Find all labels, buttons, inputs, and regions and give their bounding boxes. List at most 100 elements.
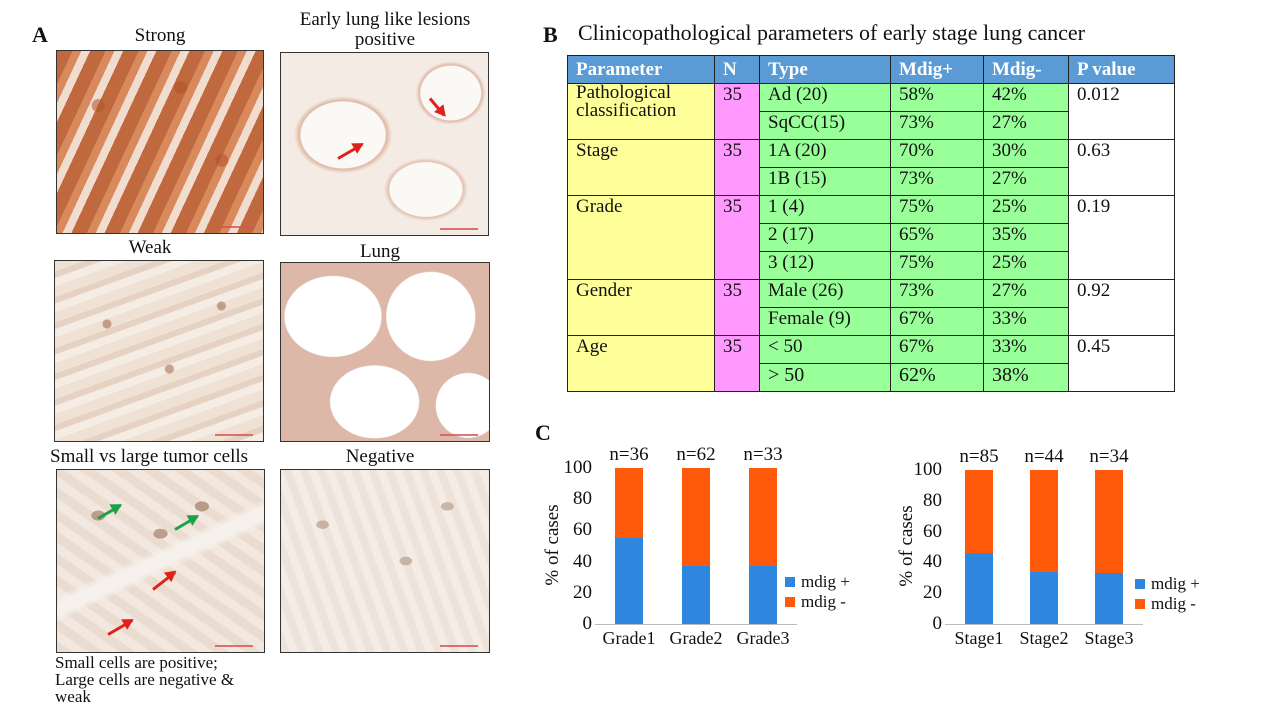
cell-n: 35 — [714, 139, 760, 196]
bar-segment-mdig-plus — [682, 566, 710, 624]
cell-mdig-plus: 65% — [890, 223, 984, 252]
cell-type: < 50 — [759, 335, 891, 364]
x-tick-label: Stage2 — [1019, 628, 1069, 648]
cell-type: 1A (20) — [759, 139, 891, 168]
scale-bar — [440, 645, 478, 647]
legend-label: mdig + — [1151, 574, 1200, 593]
header-type: Type — [759, 55, 891, 84]
cell-mdig-plus: 73% — [890, 111, 984, 140]
header-mdig-minus: Mdig- — [983, 55, 1069, 84]
legend-entry: mdig - — [785, 592, 846, 612]
cell-mdig-plus: 58% — [890, 83, 984, 112]
cell-p-value: 0.19 — [1068, 195, 1175, 280]
cell-mdig-minus: 33% — [983, 307, 1069, 336]
y-tick-label: 40 — [573, 550, 592, 572]
x-tick-label: Grade1 — [602, 628, 656, 648]
bar-n-label: n=85 — [959, 446, 999, 467]
cell-mdig-minus: 42% — [983, 83, 1069, 112]
cell-mdig-minus: 33% — [983, 335, 1069, 364]
caption-weak: Weak — [128, 237, 172, 258]
scale-bar — [215, 226, 253, 228]
scale-bar — [440, 434, 478, 436]
cell-mdig-plus: 67% — [890, 307, 984, 336]
legend-swatch — [785, 577, 795, 587]
cell-parameter: Gender — [567, 279, 715, 336]
stage-stacked-bar-chart: 0 20 40 60 80 100 % of cases n=85 Stage1 n=44 Stag… — [880, 436, 1250, 650]
panel-a-note: Small cells are positive; Large cells ar… — [55, 654, 234, 705]
table-row: Female (9) 67% 33% — [568, 307, 1175, 336]
bar-segment-mdig-plus — [965, 553, 993, 624]
micrograph-lung — [280, 262, 490, 442]
header-p-value: P value — [1068, 55, 1175, 84]
cell-mdig-minus: 35% — [983, 223, 1069, 252]
bar-segment-mdig-minus — [615, 468, 643, 539]
panel-a-letter: A — [32, 22, 48, 47]
x-tick-label: Grade3 — [736, 628, 790, 648]
cell-mdig-minus: 27% — [983, 111, 1069, 140]
table-row: SqCC(15) 73% 27% — [568, 111, 1175, 140]
cell-mdig-plus: 67% — [890, 335, 984, 364]
cell-mdig-minus: 38% — [983, 363, 1069, 392]
table-row: Age 35 < 50 67% 33% 0.45 — [567, 335, 1175, 392]
bar-segment-mdig-minus — [749, 468, 777, 567]
cell-mdig-minus: 27% — [983, 167, 1069, 196]
legend-swatch — [785, 597, 795, 607]
table-title: Clinicopathological parameters of early … — [578, 20, 1086, 45]
cell-type: > 50 — [759, 363, 891, 392]
note-line: Large cells are negative & — [55, 670, 235, 689]
header-mdig-plus: Mdig+ — [890, 55, 984, 84]
cell-parameter: Grade — [567, 195, 715, 280]
caption-lung: Lung — [359, 241, 401, 262]
cell-mdig-minus: 27% — [983, 279, 1069, 308]
legend-swatch — [1135, 579, 1145, 589]
cell-type: 2 (17) — [759, 223, 891, 252]
bar-segment-mdig-plus — [1030, 571, 1058, 624]
table-row: > 50 62% 38% — [568, 363, 1175, 392]
cell-type: 3 (12) — [759, 251, 891, 280]
table-row: Gender 35 Male (26) 73% 27% 0.92 — [567, 279, 1175, 336]
caption-early-lesions: Early lung like lesions positive — [299, 9, 471, 50]
panel-b-letter: B — [543, 22, 558, 47]
table-row: Grade 35 1 (4) 75% 25% 0.19 — [567, 195, 1175, 280]
bar-segment-mdig-plus — [1095, 573, 1123, 624]
legend-label: mdig - — [801, 592, 846, 611]
x-tick-label: Stage3 — [1084, 628, 1134, 648]
cell-mdig-plus: 70% — [890, 139, 984, 168]
legend-entry: mdig + — [785, 572, 850, 592]
table-row: 3 (12) 75% 25% — [568, 251, 1175, 280]
bar-n-label: n=34 — [1089, 446, 1129, 467]
x-axis-line — [945, 624, 1143, 625]
cell-mdig-plus: 73% — [890, 279, 984, 308]
cell-parameter: Stage — [567, 139, 715, 196]
legend-label: mdig - — [1151, 594, 1196, 613]
micrograph-negative — [280, 469, 490, 653]
caption-negative: Negative — [345, 446, 415, 467]
scale-bar — [215, 645, 253, 647]
grade-stacked-bar-chart: 0 20 40 60 80 100 % of cases n=36 Grade1 n=62 Grad… — [520, 440, 890, 650]
bar-segment-mdig-plus — [749, 566, 777, 624]
y-axis-label: % of cases — [542, 504, 563, 586]
cell-type: Male (26) — [759, 279, 891, 308]
cell-mdig-minus: 25% — [983, 195, 1069, 224]
cell-mdig-plus: 73% — [890, 167, 984, 196]
note-line: weak — [55, 687, 91, 706]
y-tick-label: 0 — [582, 613, 593, 634]
micrograph-weak — [54, 260, 264, 442]
micrograph-small-vs-large — [56, 469, 265, 653]
legend-label: mdig + — [801, 572, 850, 591]
cell-mdig-minus: 25% — [983, 251, 1069, 280]
table-row: Pathological classification 35 Ad (20) 5… — [567, 83, 1175, 140]
header-parameter: Parameter — [567, 55, 715, 84]
cell-mdig-minus: 30% — [983, 139, 1069, 168]
x-axis-line — [595, 624, 797, 625]
x-tick-label: Stage1 — [954, 628, 1004, 648]
header-n: N — [714, 55, 760, 84]
cell-mdig-plus: 75% — [890, 251, 984, 280]
cell-n: 35 — [714, 335, 760, 392]
legend-entry: mdig + — [1135, 574, 1200, 594]
caption-small-vs-large: Small vs large tumor cells — [50, 446, 249, 467]
cell-mdig-plus: 75% — [890, 195, 984, 224]
cell-p-value: 0.63 — [1068, 139, 1175, 196]
scale-bar — [440, 228, 478, 230]
y-tick-label: 0 — [932, 613, 943, 634]
